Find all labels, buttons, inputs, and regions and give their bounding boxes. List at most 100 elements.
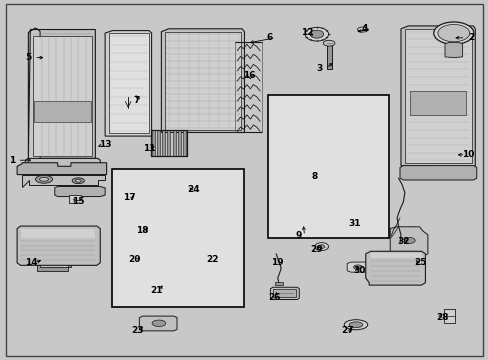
Ellipse shape — [35, 175, 52, 183]
Text: 20: 20 — [128, 256, 140, 264]
Ellipse shape — [75, 179, 81, 182]
Polygon shape — [444, 42, 462, 58]
Text: 6: 6 — [266, 33, 272, 42]
Ellipse shape — [339, 214, 347, 218]
Polygon shape — [136, 188, 142, 287]
Polygon shape — [160, 188, 166, 287]
Ellipse shape — [183, 283, 198, 291]
Polygon shape — [184, 188, 190, 287]
Text: 13: 13 — [99, 140, 111, 149]
Ellipse shape — [305, 27, 328, 41]
Polygon shape — [37, 265, 71, 271]
Ellipse shape — [404, 238, 414, 243]
Bar — [272, 289, 296, 297]
Bar — [267, 95, 388, 238]
Text: 11: 11 — [142, 144, 155, 153]
Ellipse shape — [163, 205, 177, 213]
Polygon shape — [176, 174, 194, 188]
Ellipse shape — [165, 285, 186, 296]
Polygon shape — [120, 220, 236, 224]
Polygon shape — [270, 287, 299, 300]
Text: 16: 16 — [243, 71, 256, 80]
Text: 31: 31 — [347, 219, 360, 228]
Polygon shape — [25, 158, 100, 169]
Text: 2: 2 — [467, 33, 473, 42]
Text: 29: 29 — [310, 245, 323, 253]
Polygon shape — [22, 175, 105, 187]
Polygon shape — [320, 202, 336, 213]
Polygon shape — [347, 217, 372, 229]
Text: 12: 12 — [300, 28, 313, 37]
Ellipse shape — [126, 251, 135, 256]
Polygon shape — [201, 222, 237, 287]
Text: 14: 14 — [25, 258, 38, 267]
Polygon shape — [118, 224, 136, 251]
Ellipse shape — [309, 30, 323, 38]
Bar — [112, 169, 243, 307]
Polygon shape — [120, 246, 236, 250]
Text: 1: 1 — [9, 156, 15, 165]
Polygon shape — [173, 189, 182, 196]
Ellipse shape — [353, 265, 362, 269]
Polygon shape — [105, 31, 151, 136]
Text: 15: 15 — [71, 197, 84, 206]
Bar — [108, 33, 148, 133]
Ellipse shape — [310, 214, 318, 218]
Polygon shape — [292, 173, 354, 184]
Bar — [443, 309, 454, 323]
Polygon shape — [161, 29, 244, 132]
Text: 7: 7 — [133, 96, 139, 105]
Bar — [165, 32, 241, 130]
Ellipse shape — [301, 175, 313, 181]
Polygon shape — [151, 130, 154, 156]
Polygon shape — [167, 130, 170, 156]
Polygon shape — [389, 227, 427, 256]
Bar — [280, 213, 376, 220]
Text: 17: 17 — [123, 194, 136, 202]
Bar — [404, 29, 471, 163]
Polygon shape — [33, 36, 92, 156]
Text: 19: 19 — [271, 258, 284, 267]
Polygon shape — [370, 253, 421, 258]
Polygon shape — [346, 262, 368, 272]
Polygon shape — [157, 130, 160, 156]
Ellipse shape — [126, 221, 135, 226]
Polygon shape — [280, 102, 376, 224]
Text: 28: 28 — [435, 313, 448, 322]
Ellipse shape — [318, 245, 324, 248]
Ellipse shape — [152, 320, 165, 327]
Text: 27: 27 — [341, 326, 353, 335]
Polygon shape — [162, 130, 165, 156]
Ellipse shape — [323, 40, 334, 46]
Bar — [409, 91, 465, 115]
Polygon shape — [17, 163, 106, 175]
Ellipse shape — [205, 221, 214, 226]
Polygon shape — [29, 169, 97, 181]
Ellipse shape — [324, 164, 332, 168]
Polygon shape — [69, 195, 81, 203]
Ellipse shape — [155, 200, 184, 217]
Ellipse shape — [283, 214, 291, 218]
Text: 24: 24 — [186, 184, 199, 194]
Polygon shape — [28, 28, 95, 159]
Polygon shape — [291, 109, 364, 217]
Ellipse shape — [132, 282, 146, 290]
Text: 26: 26 — [267, 292, 280, 302]
Polygon shape — [172, 130, 175, 156]
Text: 3: 3 — [316, 64, 323, 73]
Ellipse shape — [314, 243, 328, 251]
Ellipse shape — [205, 251, 214, 256]
Ellipse shape — [181, 179, 190, 183]
Polygon shape — [120, 231, 236, 236]
Ellipse shape — [361, 214, 369, 218]
Polygon shape — [274, 282, 282, 285]
Polygon shape — [326, 44, 331, 69]
Ellipse shape — [344, 320, 367, 330]
Text: 23: 23 — [131, 326, 143, 335]
Text: 5: 5 — [25, 53, 32, 62]
Polygon shape — [20, 229, 95, 238]
Polygon shape — [400, 26, 474, 167]
Polygon shape — [178, 130, 181, 156]
Ellipse shape — [40, 177, 48, 181]
Text: 18: 18 — [136, 226, 148, 235]
